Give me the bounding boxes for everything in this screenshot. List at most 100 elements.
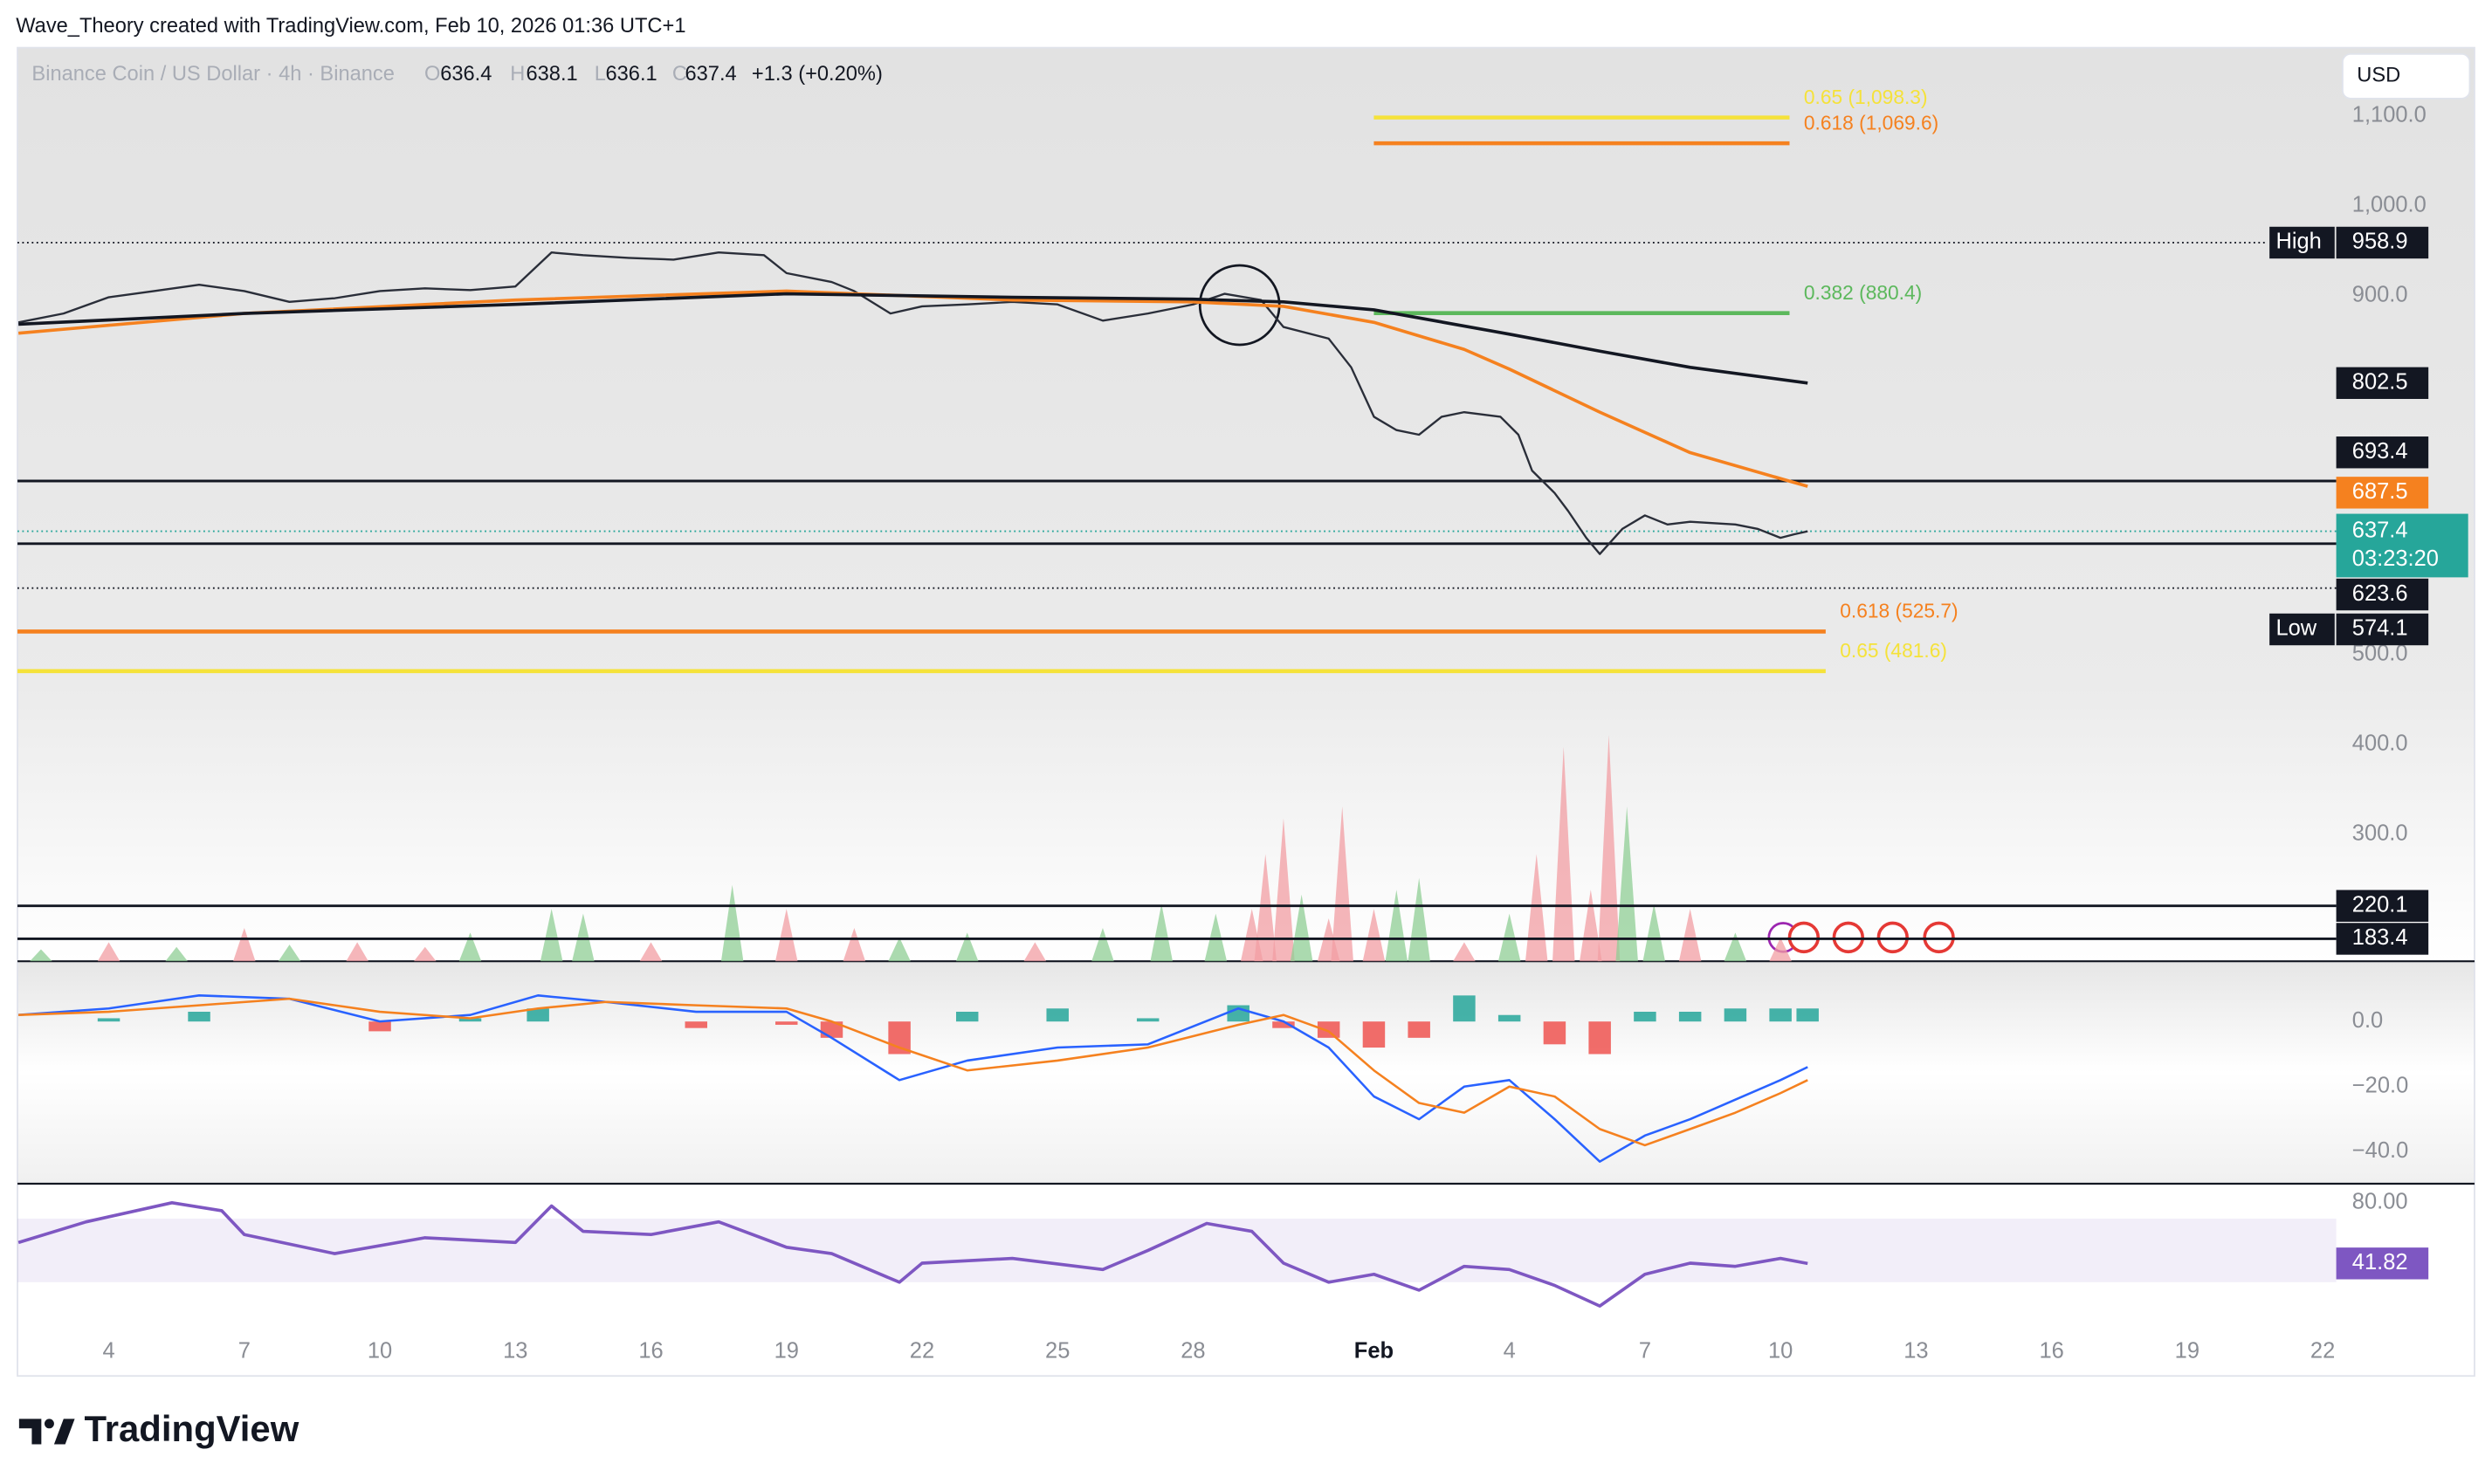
- level-value-label: 220.1: [2352, 892, 2408, 917]
- low-label: 574.1: [2352, 616, 2408, 641]
- y-tick-label: 900.0: [2352, 282, 2408, 306]
- ohlc-label: C: [672, 63, 687, 86]
- ma-value-box: [2336, 477, 2429, 509]
- level-value-label: 623.6: [2352, 581, 2408, 606]
- y-tick-label: 80.00: [2352, 1190, 2408, 1214]
- rsi-value: 41.82: [2352, 1250, 2408, 1274]
- x-tick-label: 7: [1639, 1339, 1651, 1364]
- volume-spike: [1290, 894, 1313, 962]
- x-tick-label: 28: [1181, 1339, 1205, 1364]
- macd-histogram-bar: [1136, 1018, 1160, 1022]
- volume-spike: [1272, 818, 1295, 962]
- x-tick-label: 25: [1045, 1339, 1070, 1364]
- open: 636.4: [440, 63, 492, 86]
- high-box: [2336, 226, 2429, 259]
- volume-spike: [775, 909, 798, 962]
- rsi-value-box: [2336, 1247, 2429, 1280]
- level-value-label: 183.4: [2352, 925, 2408, 950]
- volume-spike: [1642, 903, 1665, 962]
- y-tick-label: −20.0: [2352, 1074, 2408, 1098]
- y-tick-label: 400.0: [2352, 731, 2408, 755]
- fib-label: 0.65 (1,098.3): [1804, 86, 1928, 108]
- high: 638.1: [526, 63, 577, 86]
- x-tick-label: 19: [774, 1339, 799, 1364]
- volume-spike: [278, 945, 301, 962]
- level-value-box: [2336, 578, 2429, 611]
- macd-histogram-bar: [527, 1008, 549, 1022]
- volume-spike: [1408, 877, 1430, 962]
- volume-spike: [1023, 942, 1047, 962]
- volume-spike: [1615, 806, 1638, 962]
- x-tick-label: 13: [1903, 1339, 1928, 1364]
- currency-button[interactable]: [2341, 52, 2471, 100]
- macd-histogram-bar: [1317, 1021, 1340, 1038]
- ohlc-label: O: [424, 63, 440, 86]
- volume-spike: [955, 932, 979, 962]
- change: +1.3 (+0.20%): [752, 63, 883, 86]
- volume-spike: [165, 946, 188, 962]
- price-line: [17, 251, 1808, 555]
- rsi-line: [17, 1201, 1808, 1308]
- x-tick-label: 16: [2039, 1339, 2063, 1364]
- volume-spike: [1769, 937, 1792, 962]
- ohlc-label: H: [510, 63, 525, 86]
- y-tick-label: 0.0: [2352, 1008, 2383, 1033]
- macd-histogram-bar: [1408, 1021, 1430, 1038]
- volume-spike: [888, 937, 911, 962]
- macd-pane: [17, 961, 2475, 1184]
- volume-spike: [458, 932, 482, 962]
- countdown: 03:23:20: [2352, 546, 2439, 571]
- macd-histogram-bar: [1634, 1012, 1656, 1022]
- macd-histogram-bar: [1362, 1021, 1386, 1048]
- ma-value-label: 802.5: [2352, 370, 2408, 395]
- volume-spike: [1150, 903, 1173, 962]
- macd-histogram-bar: [955, 1012, 979, 1022]
- high-tag-label: High: [2275, 230, 2321, 254]
- volume-spike: [233, 927, 256, 962]
- macd-histogram-bar: [1769, 1008, 1792, 1022]
- volume-spike: [1385, 890, 1408, 962]
- volume-spike: [639, 942, 663, 962]
- volume-spike: [1678, 909, 1702, 962]
- y-tick-label: 1,000.0: [2352, 192, 2427, 216]
- symbol: Binance Coin / US Dollar · 4h · Binance: [31, 63, 395, 86]
- level-value-box: [2336, 923, 2429, 955]
- low-box: [2336, 613, 2429, 646]
- macd-line: [18, 997, 1808, 1147]
- volume-spike: [1453, 942, 1476, 962]
- volume-spike: [1497, 913, 1521, 962]
- macd-histogram-bar: [1497, 1014, 1521, 1022]
- attribution: Wave_Theory created with TradingView.com…: [16, 15, 685, 38]
- volume-spike: [414, 946, 437, 962]
- volume-spike: [1552, 746, 1575, 962]
- fib-label: 0.618 (1,069.6): [1804, 111, 1938, 134]
- volume-spike: [30, 949, 52, 962]
- volume-spike: [1724, 932, 1747, 962]
- current-price-box: [2336, 513, 2468, 578]
- volume-spike: [572, 913, 595, 962]
- close: 637.4: [685, 63, 736, 86]
- volume-spike: [1204, 913, 1228, 962]
- low-tag-label: Low: [2275, 616, 2316, 641]
- current-price: 637.4: [2352, 518, 2408, 542]
- macd-histogram-bar: [775, 1021, 798, 1025]
- fib-label: 0.382 (880.4): [1804, 281, 1922, 304]
- high-label: 958.9: [2352, 230, 2408, 254]
- macd-histogram-bar: [685, 1021, 707, 1028]
- currency[interactable]: USD: [2357, 65, 2400, 87]
- fib-label: 0.618 (525.7): [1840, 600, 1958, 622]
- volume-spike: [1331, 806, 1353, 962]
- volume-spike: [346, 942, 368, 962]
- macd-histogram-bar: [1588, 1021, 1611, 1055]
- frame: [17, 46, 2475, 1378]
- macd-histogram-bar: [188, 1012, 210, 1022]
- y-tick-label: 1,100.0: [2352, 103, 2427, 127]
- moving-average: [17, 289, 1808, 488]
- x-tick-label: 22: [2310, 1339, 2335, 1364]
- volume-spike: [1362, 909, 1386, 962]
- y-tick-label: 300.0: [2352, 821, 2408, 845]
- x-tick-label: 19: [2175, 1339, 2199, 1364]
- x-tick-label: 13: [503, 1339, 527, 1364]
- macd-histogram-bar: [1724, 1008, 1747, 1022]
